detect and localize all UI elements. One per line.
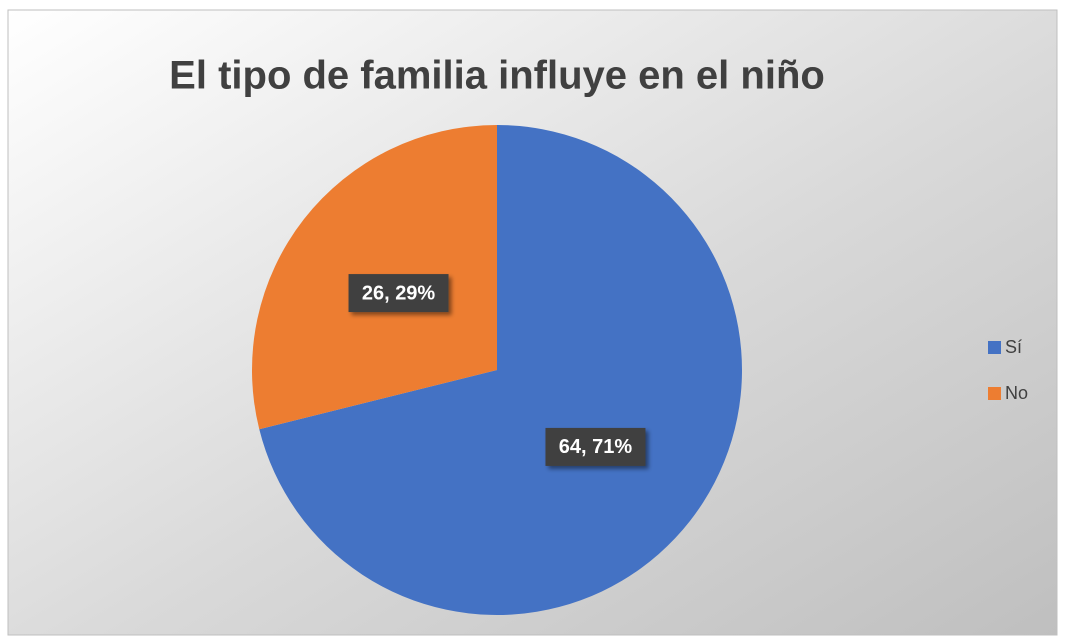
legend-label: Sí — [1005, 337, 1022, 357]
data-label-box — [545, 427, 646, 466]
legend-label: No — [1005, 383, 1028, 403]
pie-slice — [259, 125, 742, 615]
chart-title: El tipo de familia influye en el niño — [169, 54, 825, 98]
data-label-box — [348, 274, 449, 313]
legend-swatch — [988, 341, 1001, 354]
data-label: 64, 71% — [559, 436, 633, 458]
data-label: 26, 29% — [362, 282, 436, 304]
legend-swatch — [988, 387, 1001, 400]
